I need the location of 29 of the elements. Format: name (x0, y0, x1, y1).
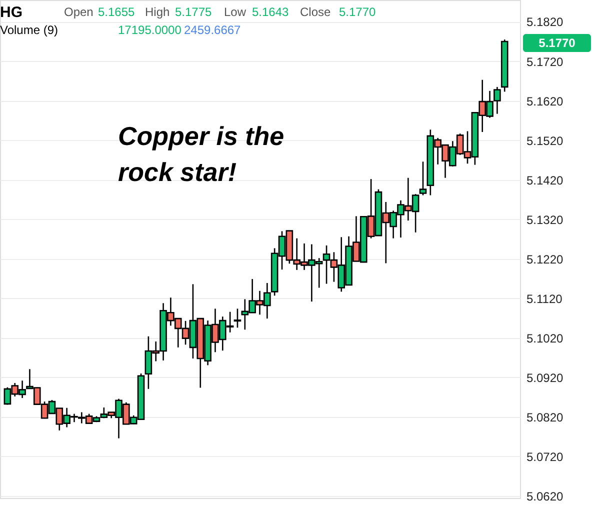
y-tick-label: 5.0720 (526, 450, 564, 464)
y-tick-label: 5.0920 (526, 370, 564, 385)
y-tick-label: 5.1420 (526, 173, 564, 188)
annotation: Open (64, 5, 94, 19)
annotation: Volume (9) (0, 23, 58, 37)
annotation: Copper is the rock star! (118, 121, 284, 187)
y-tick-label: 5.1020 (526, 331, 564, 346)
y-tick-label: 5.0620 (526, 490, 564, 504)
annotation: 2459.6667 (184, 23, 242, 37)
y-tick-label: 5.1120 (526, 292, 563, 306)
candlestick (234, 308, 242, 328)
annotation: 5.1643 (252, 5, 290, 19)
y-tick-label: 5.1520 (526, 134, 564, 148)
y-tick-label: 5.0820 (526, 410, 564, 424)
annotation: 5.1775 (175, 5, 212, 19)
annotation: HG (0, 4, 22, 21)
y-tick-label: 5.1720 (526, 54, 564, 69)
annotation: Close (300, 5, 332, 19)
annotation: 17195.0000 (118, 23, 182, 37)
annotation: 5.1655 (98, 5, 136, 19)
y-tick-label: 5.1820 (526, 15, 564, 30)
text: 5.1770 (538, 36, 576, 50)
y-tick-label: 5.1620 (526, 94, 564, 108)
annotation: 5.1770 (339, 5, 376, 19)
y-tick-label: 5.1220 (526, 252, 564, 266)
candlestick (419, 161, 427, 196)
annotation: Low (224, 5, 246, 19)
y-tick-label: 5.1320 (526, 212, 564, 227)
annotation: High (145, 5, 170, 19)
